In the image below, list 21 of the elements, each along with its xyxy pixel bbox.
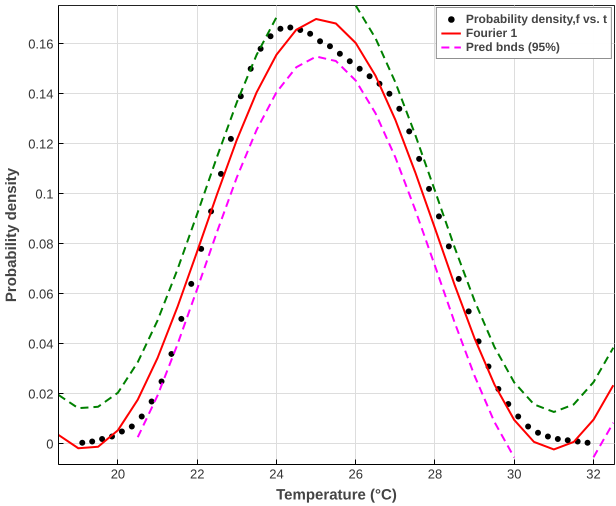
legend-label: Pred bnds (95%) bbox=[466, 40, 560, 54]
x-tick-label: 24 bbox=[269, 466, 284, 482]
y-tick-label: 0.06 bbox=[28, 286, 54, 302]
x-tick-label: 22 bbox=[190, 466, 204, 482]
x-axis-title: Temperature (°C) bbox=[276, 486, 397, 504]
x-tick-label: 28 bbox=[428, 466, 442, 482]
y-tick-label: 0.16 bbox=[28, 36, 54, 52]
x-tick-label: 32 bbox=[586, 466, 601, 482]
y-tick-label: 0.1 bbox=[35, 186, 54, 202]
y-tick-label: 0.08 bbox=[28, 236, 54, 252]
x-tick-label: 26 bbox=[348, 466, 363, 482]
y-tick-label: 0.04 bbox=[28, 336, 54, 352]
x-tick-label: 30 bbox=[507, 466, 522, 482]
y-tick-label: 0.14 bbox=[28, 86, 54, 102]
legend-label: Fourier 1 bbox=[466, 26, 518, 40]
y-tick-label: 0.02 bbox=[28, 386, 54, 402]
y-axis-title: Probability density bbox=[3, 167, 20, 302]
y-tick-label: 0.12 bbox=[28, 136, 54, 152]
y-tick-label: 0 bbox=[46, 436, 54, 452]
legend-label: Probability density,f vs. t bbox=[466, 12, 607, 26]
x-tick-label: 20 bbox=[110, 466, 126, 482]
